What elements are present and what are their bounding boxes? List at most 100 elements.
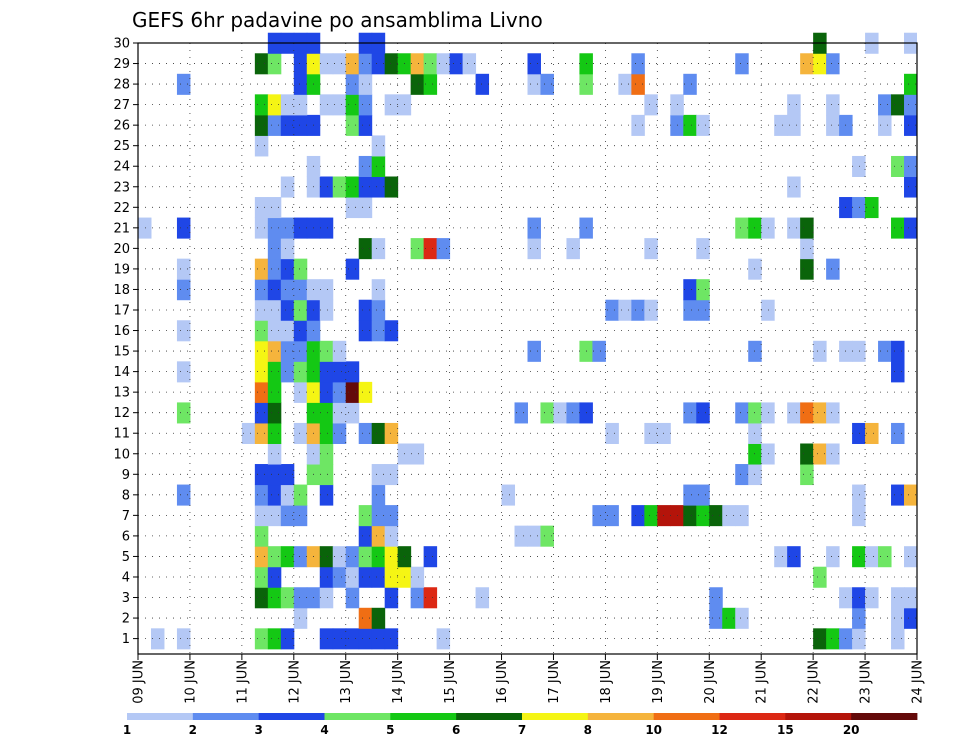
heatmap-cell (358, 505, 373, 527)
heatmap-cell (904, 176, 917, 198)
heatmap-cell (267, 566, 282, 588)
heatmap-cell (514, 402, 528, 424)
colorbar-label: 6 (452, 723, 460, 737)
heatmap-cell (254, 53, 269, 75)
heatmap-cell (800, 464, 814, 486)
heatmap-cell (449, 53, 464, 75)
heatmap-cell (384, 176, 399, 198)
x-tick-label: 22 JUN (807, 660, 822, 704)
heatmap-cell (293, 361, 308, 383)
heatmap-cell (241, 422, 256, 444)
heatmap-cell (722, 607, 736, 629)
heatmap-cell (852, 155, 866, 177)
heatmap-cell (319, 402, 334, 424)
heatmap-cell (891, 155, 905, 177)
x-tick-label: 12 JUN (287, 660, 302, 704)
heatmap-cell (865, 546, 879, 568)
heatmap-cell (527, 217, 541, 239)
heatmap-cell (293, 587, 308, 609)
heatmap-cells (138, 32, 917, 650)
heatmap-cell (293, 505, 308, 527)
heatmap-cell (267, 402, 282, 424)
heatmap-cell (735, 53, 749, 75)
heatmap-cell (384, 505, 399, 527)
heatmap-cell (891, 94, 905, 116)
heatmap-cell (280, 361, 295, 383)
y-tick-label: 19 (113, 262, 130, 277)
heatmap-cell (787, 114, 801, 136)
heatmap-cell (345, 381, 360, 403)
heatmap-cell (891, 607, 905, 629)
heatmap-cell (410, 73, 425, 95)
heatmap-cell (358, 197, 373, 219)
heatmap-cell (735, 464, 749, 486)
heatmap-cell (319, 176, 334, 198)
heatmap-cell (423, 238, 438, 260)
heatmap-cell (319, 464, 334, 486)
heatmap-cell (384, 566, 399, 588)
heatmap-cell (280, 238, 295, 260)
heatmap-cell (345, 114, 360, 136)
heatmap-cell (319, 53, 334, 75)
heatmap-cell (800, 258, 814, 280)
heatmap-cell (280, 587, 295, 609)
heatmap-cell (345, 546, 360, 568)
heatmap-cell (280, 217, 295, 239)
heatmap-cell (254, 114, 269, 136)
heatmap-cell (826, 94, 840, 116)
heatmap-cell (852, 340, 866, 362)
heatmap-cell (358, 320, 373, 342)
heatmap-cell (683, 279, 697, 301)
heatmap-cell (410, 238, 425, 260)
heatmap-cell (865, 587, 879, 609)
heatmap-cell (904, 94, 917, 116)
heatmap-cell (696, 484, 710, 506)
colorbar-swatch (127, 713, 194, 720)
heatmap-cell (891, 628, 905, 650)
heatmap-cell (358, 238, 373, 260)
heatmap-cell (267, 299, 282, 321)
heatmap-cell (696, 279, 710, 301)
heatmap-cell (566, 402, 580, 424)
heatmap-cell (787, 94, 801, 116)
heatmap-cell (345, 587, 360, 609)
y-tick-label: 14 (113, 365, 130, 380)
heatmap-cell (826, 546, 840, 568)
heatmap-cell (254, 566, 269, 588)
heatmap-cell (813, 53, 827, 75)
heatmap-cell (358, 546, 373, 568)
heatmap-cell (293, 340, 308, 362)
colorbar-label: 15 (777, 723, 794, 737)
y-tick-label: 3 (122, 591, 130, 606)
heatmap-cell (293, 73, 308, 95)
heatmap-cell (527, 238, 541, 260)
colorbar-swatch (456, 713, 523, 720)
heatmap-cell (254, 546, 269, 568)
heatmap-cell (176, 361, 191, 383)
heatmap-cell (280, 505, 295, 527)
heatmap-cell (852, 546, 866, 568)
heatmap-cell (540, 525, 554, 547)
heatmap-cell (267, 258, 282, 280)
y-tick-label: 25 (113, 139, 130, 154)
heatmap-cell (813, 340, 827, 362)
heatmap-cell (267, 114, 282, 136)
heatmap-cell (891, 340, 905, 362)
colorbar-label: 8 (584, 723, 592, 737)
heatmap-cell (774, 546, 788, 568)
heatmap-cell (826, 628, 840, 650)
heatmap-cell (371, 155, 386, 177)
heatmap-cell (813, 628, 827, 650)
heatmap-cell (800, 238, 814, 260)
heatmap-cell (410, 587, 425, 609)
heatmap-cell (345, 73, 360, 95)
colorbar-swatch (258, 713, 325, 720)
heatmap-cell (319, 340, 334, 362)
colorbar-swatch (522, 713, 589, 720)
heatmap-cell (358, 525, 373, 547)
heatmap-cell (384, 587, 399, 609)
heatmap-cell (293, 279, 308, 301)
heatmap-cell (319, 566, 334, 588)
heatmap-cell (358, 176, 373, 198)
